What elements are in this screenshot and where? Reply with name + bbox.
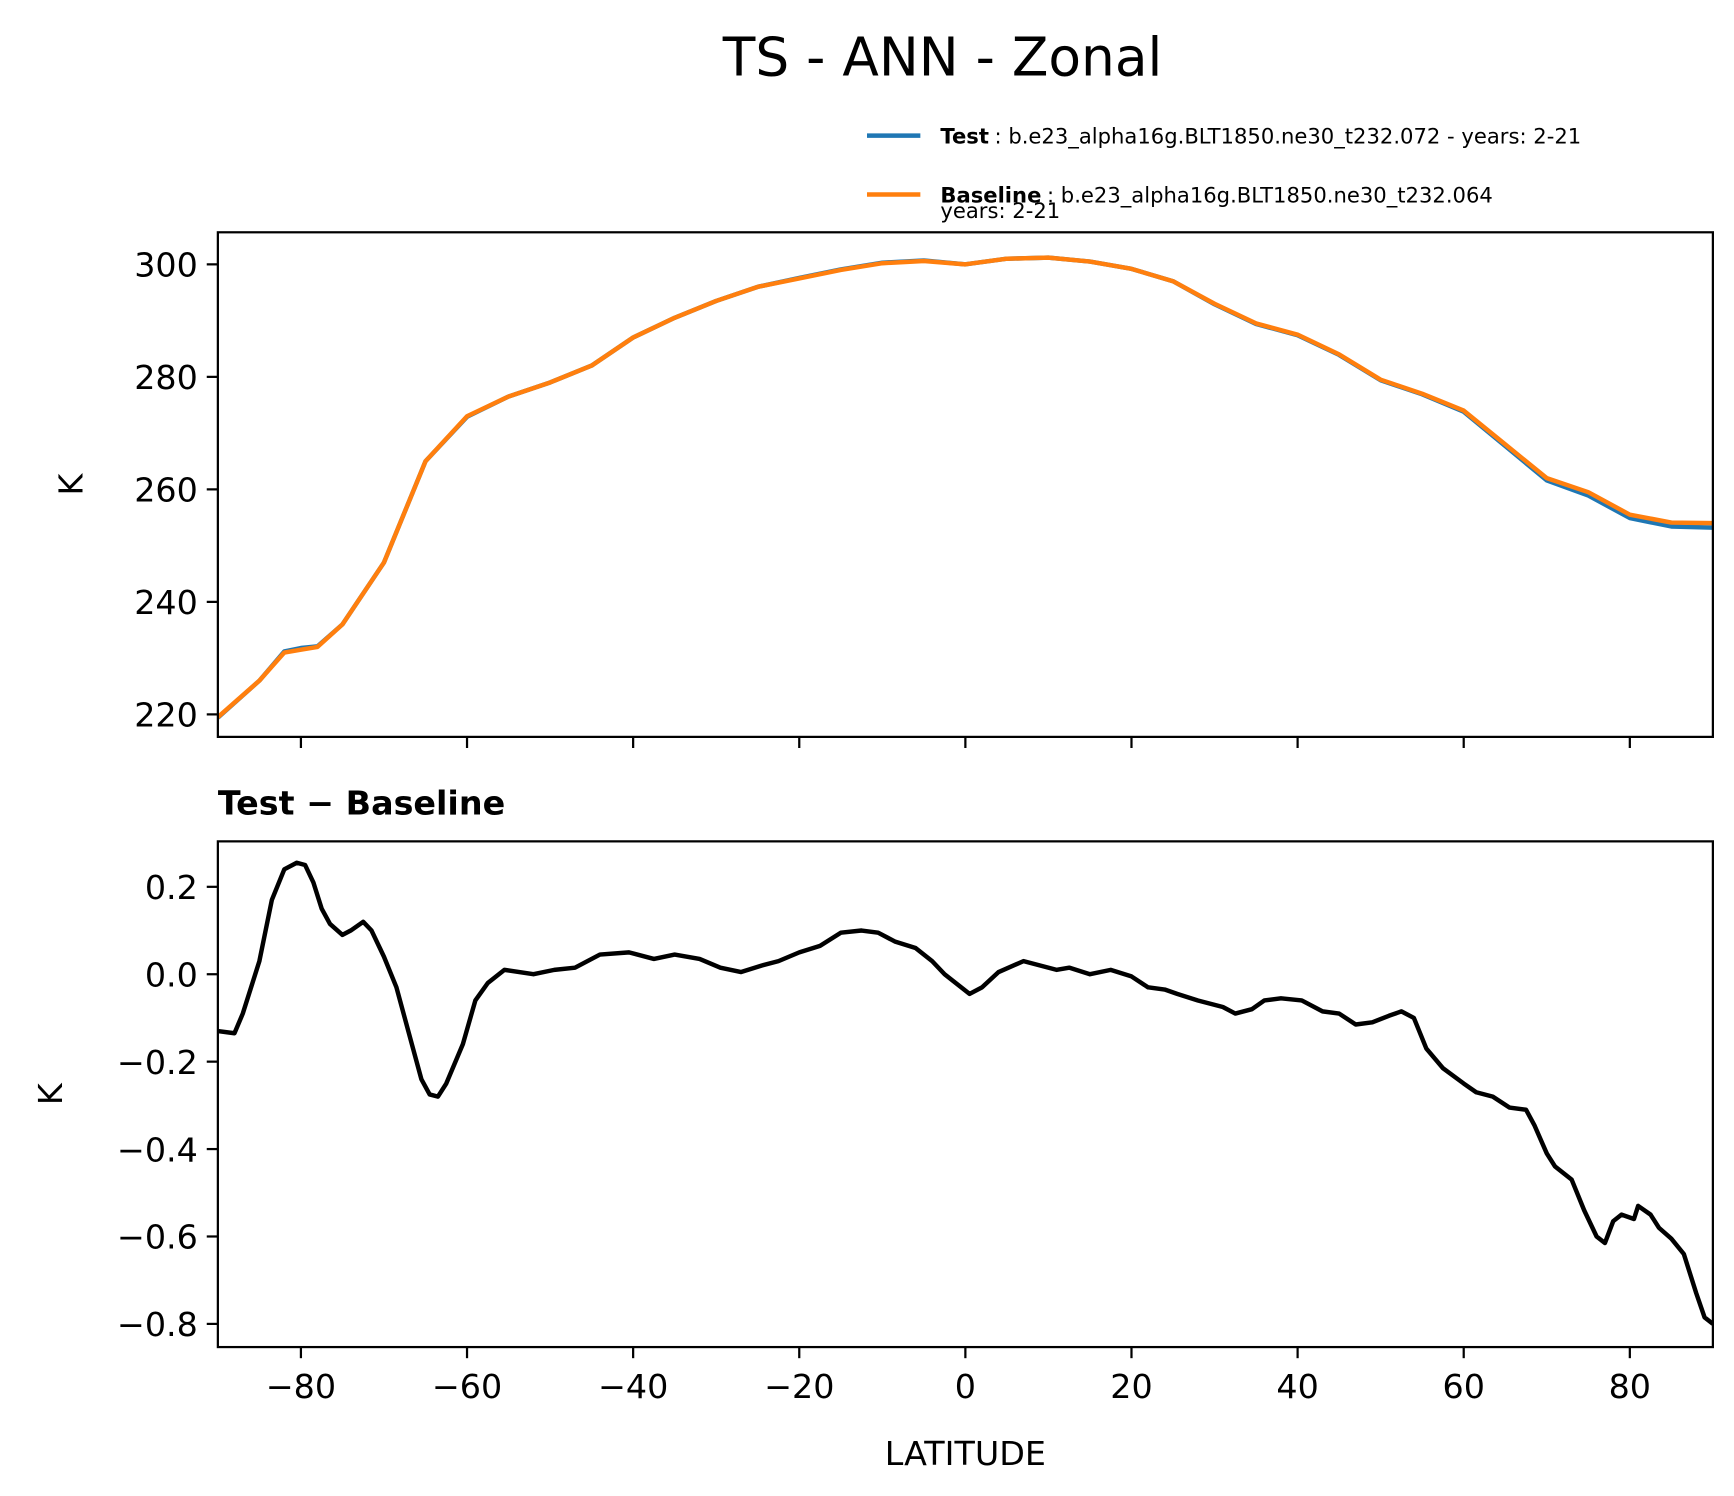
- x-tick-label: −80: [266, 1367, 336, 1406]
- x-tick-label: 80: [1609, 1367, 1651, 1406]
- legend-entry: Baseline: b.e23_alpha16g.BLT1850.ne30_t2…: [940, 182, 1492, 208]
- y-tick-label: −0.6: [117, 1218, 198, 1257]
- y-axis-label: K: [51, 473, 90, 496]
- y-tick-label: 260: [134, 471, 198, 510]
- x-tick-label: −60: [432, 1367, 502, 1406]
- y-axis-label: K: [31, 1082, 70, 1105]
- data-line: [217, 255, 1713, 720]
- legend-entry: Test: b.e23_alpha16g.BLT1850.ne30_t232.0…: [940, 123, 1581, 149]
- y-tick-label: 0.0: [145, 955, 198, 994]
- x-tick-label: 40: [1276, 1367, 1318, 1406]
- legend-name: Test: [940, 123, 989, 148]
- y-tick-label: 240: [134, 583, 198, 622]
- y-tick-label: −0.4: [117, 1130, 198, 1169]
- y-tick-label: −0.2: [117, 1043, 198, 1082]
- legend-label-line2: years: 2-21: [940, 198, 1060, 223]
- figure-title: TS - ANN - Zonal: [722, 26, 1163, 89]
- legend-label: : b.e23_alpha16g.BLT1850.ne30_t232.072 -…: [994, 123, 1581, 149]
- x-tick-label: 20: [1110, 1367, 1152, 1406]
- legend-name: Baseline: [940, 182, 1041, 207]
- data-line: [217, 860, 1713, 1326]
- x-tick-label: 60: [1442, 1367, 1484, 1406]
- y-tick-label: 220: [134, 696, 198, 735]
- plot-area: [217, 255, 1713, 720]
- axes-frame: [216, 840, 1714, 1349]
- axes-frame: [216, 231, 1714, 738]
- data-line: [217, 255, 1713, 719]
- y-tick-label: −0.8: [117, 1305, 198, 1344]
- x-tick-label: −40: [598, 1367, 668, 1406]
- axes-title: Test − Baseline: [218, 784, 505, 823]
- x-tick-label: −20: [764, 1367, 834, 1406]
- y-tick-label: 280: [134, 358, 198, 397]
- plot-area: [217, 860, 1713, 1326]
- y-tick-label: 0.2: [145, 868, 198, 907]
- y-tick-label: 300: [134, 246, 198, 285]
- x-axis-label: LATITUDE: [885, 1434, 1046, 1473]
- legend-label: : b.e23_alpha16g.BLT1850.ne30_t232.064: [1047, 182, 1493, 208]
- x-tick-label: 0: [955, 1367, 976, 1406]
